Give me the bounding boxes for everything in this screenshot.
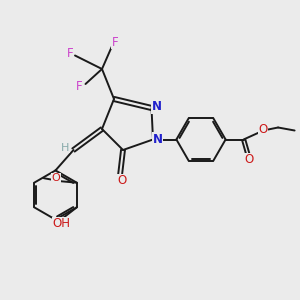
Text: N: N — [152, 100, 162, 113]
Text: F: F — [76, 80, 82, 93]
Text: N: N — [152, 133, 163, 146]
Text: F: F — [112, 35, 118, 49]
Text: F: F — [67, 47, 74, 61]
Text: OH: OH — [53, 217, 71, 230]
Text: O: O — [245, 153, 254, 166]
Text: O: O — [51, 173, 60, 183]
Text: O: O — [259, 122, 268, 136]
Text: H: H — [61, 142, 69, 153]
Text: O: O — [117, 174, 126, 188]
